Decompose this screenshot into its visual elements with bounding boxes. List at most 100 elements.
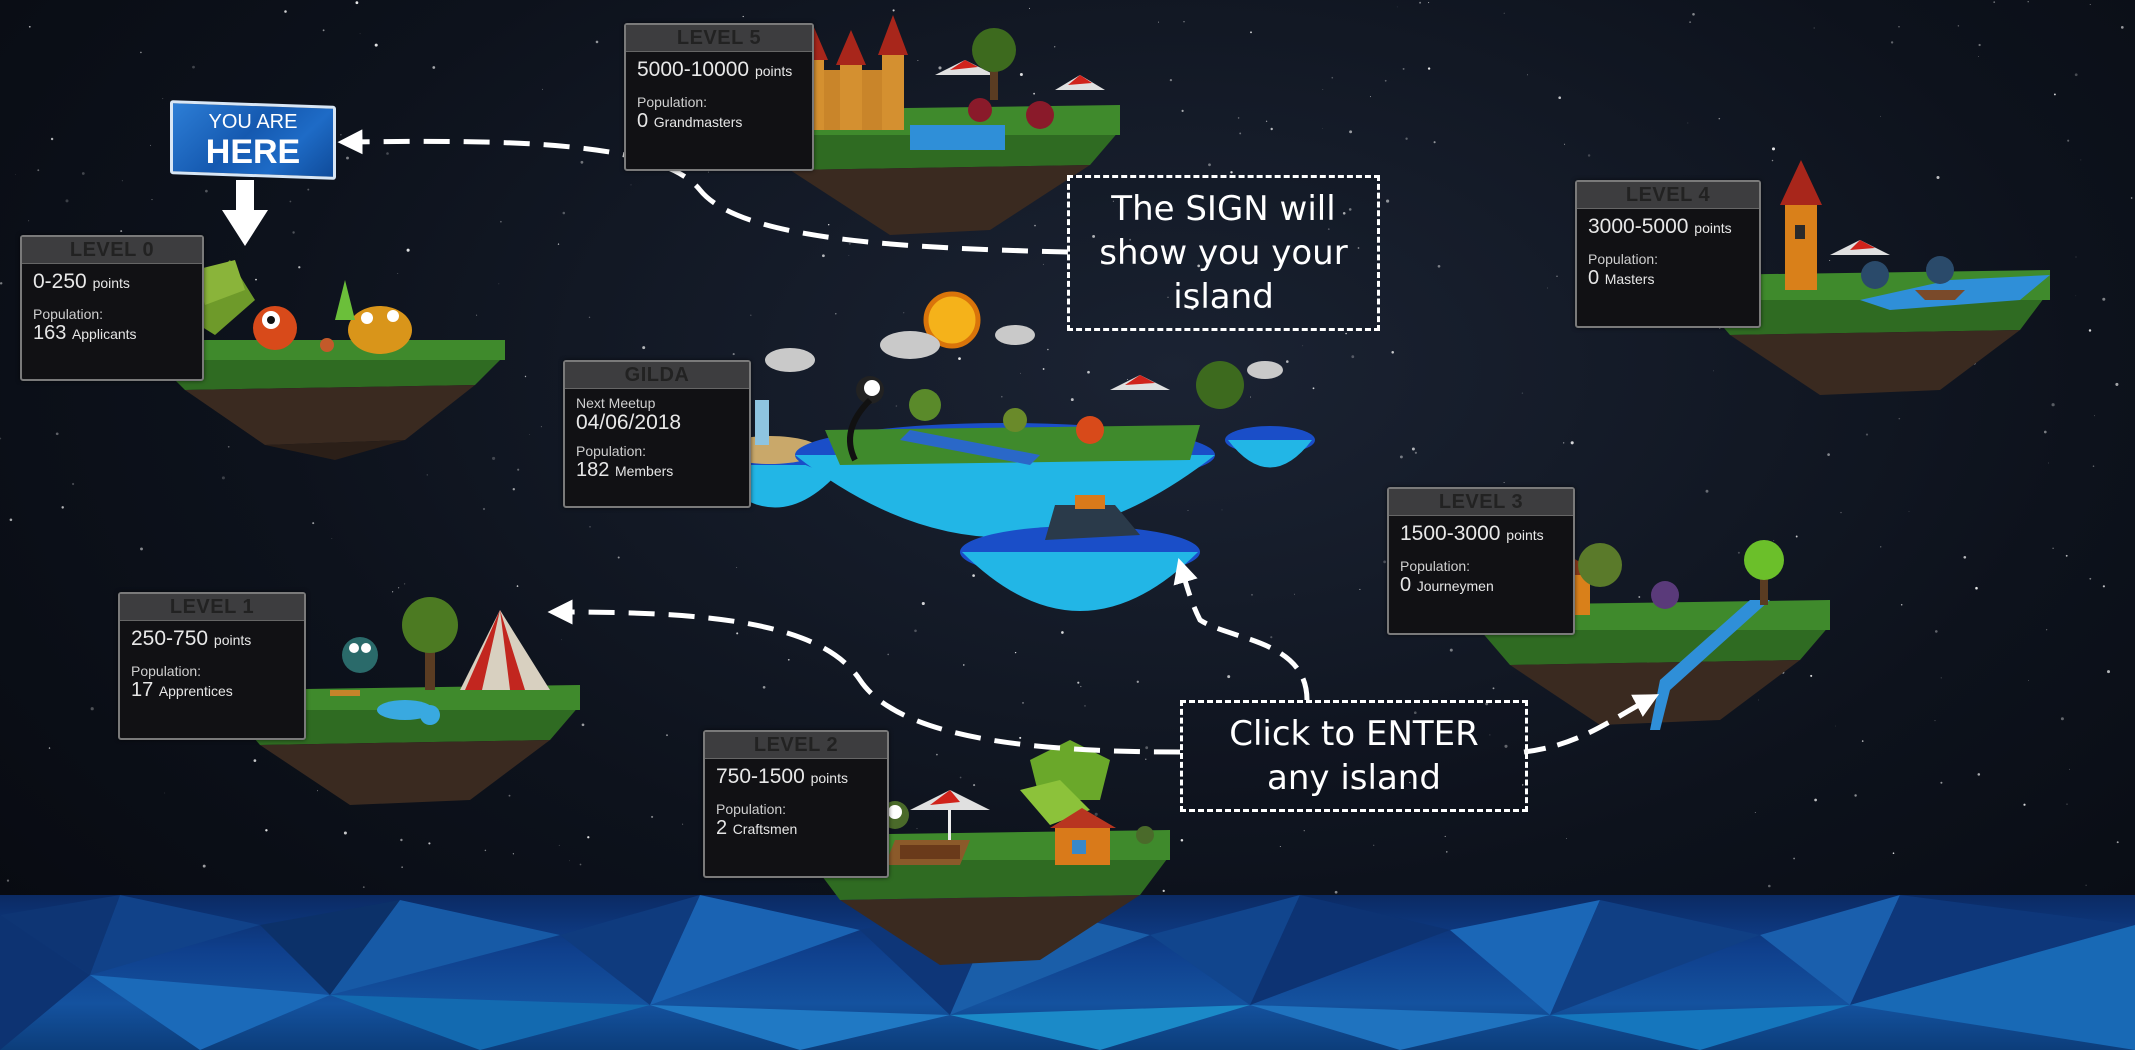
star [1829, 260, 1831, 262]
star [1446, 851, 1448, 853]
star [1158, 21, 1159, 23]
star [72, 482, 75, 486]
star [682, 823, 684, 825]
star [331, 537, 333, 539]
star [1718, 117, 1721, 120]
star [1437, 264, 1441, 268]
level-card-title: LEVEL 5 [626, 25, 812, 52]
star [312, 522, 315, 525]
star [736, 566, 738, 568]
star [892, 9, 895, 12]
star [1145, 250, 1147, 252]
star [1250, 396, 1252, 398]
star [65, 199, 69, 203]
star [2051, 403, 2055, 407]
enter-note-text: Click to ENTER any island [1229, 714, 1479, 798]
star [1687, 122, 1689, 124]
star [317, 790, 319, 792]
star [498, 283, 500, 285]
star [524, 375, 527, 378]
population-label: Population: [1400, 558, 1471, 574]
star [1327, 228, 1330, 230]
star [2075, 295, 2077, 297]
star [426, 474, 429, 476]
star [484, 849, 487, 852]
star [1180, 839, 1184, 842]
island-level-1[interactable] [220, 590, 590, 814]
star [2115, 382, 2119, 386]
star [1167, 296, 1169, 298]
star [1162, 889, 1165, 893]
star [1019, 736, 1022, 739]
star [917, 60, 919, 61]
island-level-2[interactable] [800, 740, 1180, 974]
star [2067, 139, 2070, 142]
star [48, 747, 51, 749]
points-range: 3000-5000 [1588, 215, 1689, 238]
star [557, 243, 560, 245]
star [120, 230, 123, 233]
population-unit: Masters [1604, 271, 1655, 287]
star [732, 353, 735, 356]
star [289, 200, 292, 203]
star [1028, 7, 1031, 9]
star [1322, 89, 1324, 90]
star [1527, 74, 1528, 76]
sea-floor [0, 895, 2135, 1050]
star [476, 314, 478, 316]
level-card[interactable]: LEVEL 0 0-250 points Population: 163 App… [20, 235, 204, 381]
points-unit: points [810, 770, 848, 786]
star [895, 405, 898, 407]
star [1334, 890, 1338, 894]
level-card[interactable]: LEVEL 1 250-750 points Population: 17 Ap… [118, 592, 306, 740]
star [1503, 12, 1505, 14]
star [508, 794, 511, 797]
star [848, 255, 850, 256]
points-unit: points [754, 63, 793, 79]
star [588, 316, 591, 319]
points-unit: points [1506, 527, 1544, 543]
star [1564, 143, 1566, 145]
star [1331, 76, 1334, 79]
star [958, 357, 961, 360]
star [2085, 884, 2087, 886]
star [397, 273, 399, 274]
star [2060, 717, 2064, 721]
star [1771, 159, 1774, 162]
population-unit: Applicants [71, 326, 137, 342]
level-card-title: LEVEL 2 [705, 732, 887, 759]
star [1810, 674, 1813, 677]
star [1898, 26, 1900, 28]
star [1348, 208, 1352, 211]
level-card[interactable]: LEVEL 2 750-1500 points Population: 2 Cr… [703, 730, 889, 878]
star [1127, 378, 1129, 380]
star [1054, 46, 1056, 48]
star [529, 434, 530, 435]
population-unit: Grandmasters [653, 114, 743, 130]
star [1369, 96, 1371, 98]
star [1854, 794, 1857, 797]
star [386, 152, 389, 155]
star [1692, 13, 1695, 16]
level-card[interactable]: LEVEL 5 5000-10000 points Population: 0 … [624, 23, 814, 171]
star [1793, 857, 1795, 860]
star [540, 426, 542, 428]
star [1861, 740, 1864, 742]
star [1383, 560, 1387, 564]
star [392, 591, 394, 593]
star [1197, 264, 1201, 268]
level-card[interactable]: LEVEL 3 1500-3000 points Population: 0 J… [1387, 487, 1575, 635]
star [140, 547, 143, 551]
island-level-4[interactable] [1690, 160, 2060, 404]
star [1840, 511, 1842, 514]
star [1503, 482, 1505, 484]
star [1384, 79, 1387, 82]
star [1183, 20, 1185, 23]
star [1900, 604, 1903, 606]
star [1898, 417, 1901, 420]
level-card[interactable]: LEVEL 4 3000-5000 points Population: 0 M… [1575, 180, 1761, 328]
island-gilda[interactable] [680, 290, 1320, 654]
level-card-title: LEVEL 3 [1389, 489, 1573, 516]
gilda-card[interactable]: GILDA Next Meetup 04/06/2018 Population:… [563, 360, 751, 508]
population-unit: Apprentices [158, 683, 233, 699]
